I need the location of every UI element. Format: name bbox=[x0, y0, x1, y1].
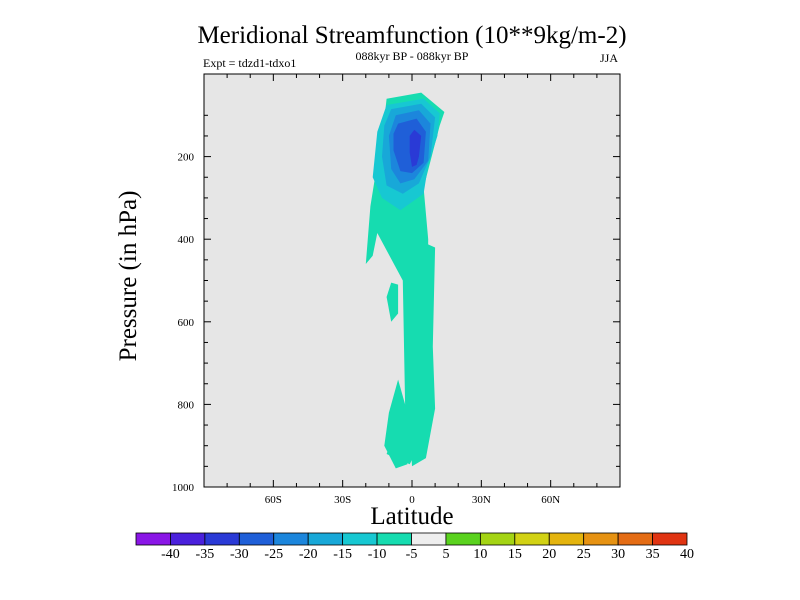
y-tick-label: 200 bbox=[178, 152, 195, 164]
contour-region-3 bbox=[384, 379, 408, 469]
colorbar-swatch bbox=[342, 532, 378, 546]
colorbar-label: -15 bbox=[333, 547, 352, 562]
x-tick-label: 30S bbox=[334, 494, 351, 506]
x-axis-title: Latitude bbox=[370, 503, 453, 530]
colorbar-label: 30 bbox=[611, 547, 625, 562]
colorbar-swatch bbox=[273, 532, 309, 546]
colorbar-swatch bbox=[170, 532, 206, 546]
colorbar-swatch bbox=[652, 532, 688, 546]
colorbar-label: -5 bbox=[406, 547, 418, 562]
axis-ticks: 60S 30S 0 30N 60N 200 400 600 800 1000 bbox=[172, 74, 620, 506]
colorbar-label: 40 bbox=[680, 547, 694, 562]
colorbar-label: 15 bbox=[508, 547, 522, 562]
contour-region-1 bbox=[407, 239, 436, 467]
y-tick-label: 600 bbox=[178, 317, 195, 329]
contour-regions bbox=[365, 92, 445, 469]
colorbar-label: 25 bbox=[577, 547, 591, 562]
colorbar-swatch bbox=[307, 532, 344, 546]
colorbar-label: 20 bbox=[542, 547, 556, 562]
colorbar-label: -40 bbox=[161, 547, 180, 562]
x-tick-label: 60N bbox=[541, 494, 560, 506]
colorbar-label: 10 bbox=[473, 547, 487, 562]
colorbar-label: 35 bbox=[646, 547, 660, 562]
colorbar-label: -30 bbox=[230, 547, 249, 562]
colorbar-label: -20 bbox=[299, 547, 318, 562]
colorbar-swatch bbox=[583, 532, 619, 546]
colorbar: -40 -35 -30 -25 -20 -15 -10 -5 5 10 15 20 25 30 35 40 bbox=[135, 532, 694, 562]
y-tick-label: 800 bbox=[178, 399, 195, 411]
colorbar-swatch bbox=[238, 532, 275, 546]
subtitle-center: 088kyr BP - 088kyr BP bbox=[356, 49, 469, 63]
colorbar-label: 5 bbox=[442, 547, 449, 562]
y-axis-title: Pressure (in hPa) bbox=[115, 191, 142, 362]
colorbar-swatch bbox=[135, 532, 171, 546]
colorbar-swatch bbox=[617, 532, 653, 546]
colorbar-swatch bbox=[411, 532, 447, 546]
colorbar-swatch bbox=[514, 532, 550, 546]
chart-title: Meridional Streamfunction (10**9kg/m-2) bbox=[197, 22, 626, 49]
colorbar-swatch bbox=[445, 532, 481, 546]
contour-region-2 bbox=[386, 282, 399, 322]
colorbar-label: -35 bbox=[196, 547, 215, 562]
subtitle-left: Expt = tdzd1-tdxo1 bbox=[203, 56, 296, 70]
colorbar-swatch bbox=[479, 532, 516, 546]
colorbar-label: -25 bbox=[264, 547, 283, 562]
x-tick-label: 0 bbox=[409, 494, 415, 506]
y-tick-label: 400 bbox=[178, 234, 195, 246]
x-tick-label: 30N bbox=[472, 494, 491, 506]
subtitle-right: JJA bbox=[600, 51, 618, 65]
colorbar-swatch bbox=[204, 532, 240, 546]
x-tick-label: 60S bbox=[265, 494, 282, 506]
colorbar-swatch bbox=[548, 532, 585, 546]
contour-region-8 bbox=[409, 129, 422, 167]
colorbar-label: -10 bbox=[368, 547, 387, 562]
colorbar-swatch bbox=[376, 532, 412, 546]
y-tick-label: 1000 bbox=[172, 482, 195, 494]
